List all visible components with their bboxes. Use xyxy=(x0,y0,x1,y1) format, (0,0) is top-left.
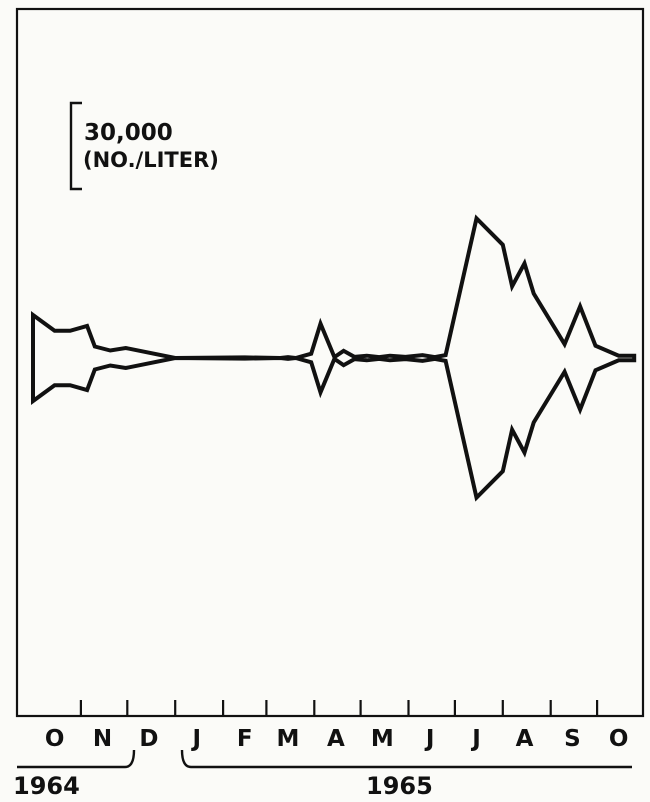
year-1964-bracket xyxy=(17,749,136,769)
month-label: J xyxy=(191,726,202,752)
scale-bar-value: 30,000 xyxy=(84,120,173,146)
month-label: F xyxy=(237,726,253,752)
year-label-1964: 1964 xyxy=(13,772,80,800)
year-brackets: 1964 1965 xyxy=(13,749,632,800)
month-label: N xyxy=(93,726,112,752)
kite-outline xyxy=(31,214,637,502)
month-label: A xyxy=(516,726,534,752)
year-1965-bracket xyxy=(180,749,632,769)
month-label: M xyxy=(371,726,394,752)
month-label: S xyxy=(564,726,581,752)
month-label: O xyxy=(45,726,65,752)
month-label: O xyxy=(609,726,629,752)
year-label-1965: 1965 xyxy=(366,772,433,800)
scale-bracket xyxy=(69,101,82,191)
month-label: D xyxy=(139,726,158,752)
scale-bar: 30,000 (NO./LITER) xyxy=(69,101,219,191)
chart-frame xyxy=(15,7,645,718)
scale-bar-unit: (NO./LITER) xyxy=(83,148,219,172)
month-label: J xyxy=(424,726,435,752)
month-label: M xyxy=(277,726,300,752)
month-label: J xyxy=(470,726,481,752)
x-axis-ticks xyxy=(79,700,599,716)
month-label: A xyxy=(327,726,345,752)
